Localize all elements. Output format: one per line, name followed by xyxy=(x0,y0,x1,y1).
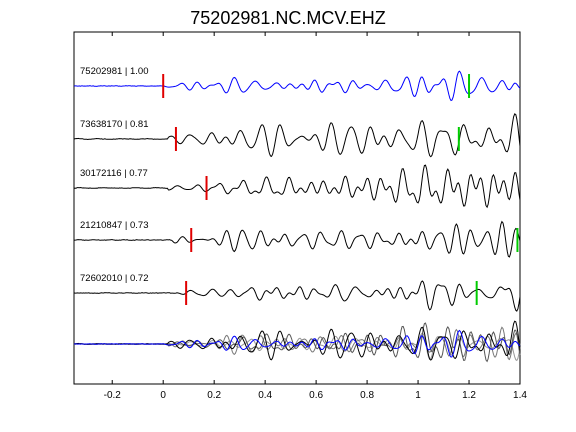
x-tick-label: 0.4 xyxy=(258,390,272,401)
x-tick-label: 0.2 xyxy=(207,390,221,401)
x-tick-label: 0.8 xyxy=(360,390,374,401)
x-tick-label: 0 xyxy=(160,390,166,401)
trace-label: 73638170 | 0.81 xyxy=(80,119,149,130)
x-tick-label: -0.2 xyxy=(104,390,122,401)
x-tick-label: 0.6 xyxy=(309,390,323,401)
trace-line xyxy=(73,220,521,258)
trace-label: 75202981 | 1.00 xyxy=(80,66,149,77)
stacked-traces xyxy=(73,320,521,363)
trace-line xyxy=(73,280,521,312)
trace-line xyxy=(73,70,521,102)
trace-label: 30172116 | 0.77 xyxy=(80,168,148,179)
stack-trace-line xyxy=(73,329,521,358)
trace-labels: 75202981 | 1.00 73638170 | 0.81 30172116 |… xyxy=(80,66,149,284)
x-tick-label: 1 xyxy=(415,390,421,401)
plot-frame xyxy=(73,31,521,385)
chart-title: 75202981.NC.MCV.EHZ xyxy=(190,8,385,28)
x-tick-label: 1.4 xyxy=(513,390,527,401)
trace-label: 21210847 | 0.73 xyxy=(80,220,149,231)
trace-label: 72602010 | 0.72 xyxy=(80,273,149,284)
x-tick-label: 1.2 xyxy=(462,390,476,401)
trace-line xyxy=(73,164,521,209)
pick-markers xyxy=(162,74,519,305)
trace-group xyxy=(73,70,521,312)
x-axis: -0.2 0 0.2 0.4 0.6 0.8 1 1.2 1.4 xyxy=(104,32,527,401)
trace-line xyxy=(73,113,521,158)
